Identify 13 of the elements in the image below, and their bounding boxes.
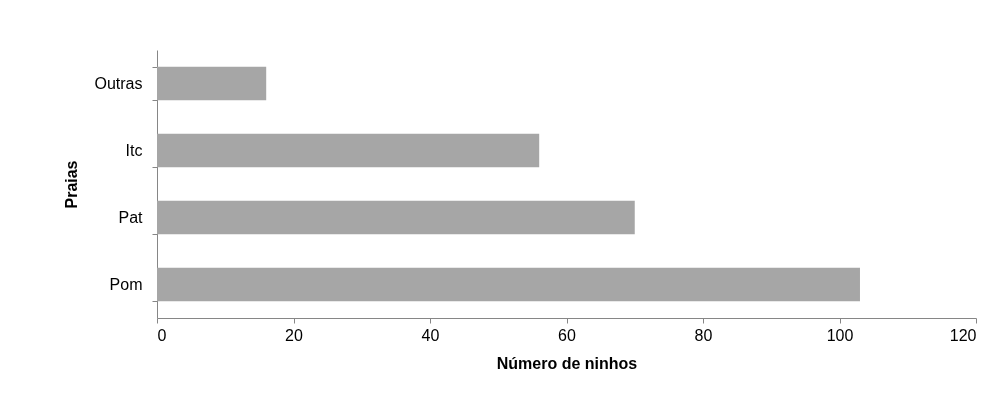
x-tick-label: 0	[157, 326, 167, 344]
y-tick-label: Outras	[94, 75, 143, 92]
x-tick-label: 20	[285, 326, 303, 344]
x-axis-title: Número de ninhos	[496, 354, 638, 372]
y-tick-label: Pom	[109, 276, 143, 293]
x-tick-label: 40	[421, 326, 440, 344]
x-tick-label: 80	[694, 326, 713, 344]
x-tick-label: 100	[826, 326, 854, 344]
y-tick-label: Itc	[125, 142, 143, 159]
y-tick-label: Pat	[118, 209, 144, 226]
x-tick-label: 60	[558, 326, 576, 344]
x-tick-label: 120	[949, 326, 977, 344]
y-axis-title: Praias	[63, 160, 81, 209]
